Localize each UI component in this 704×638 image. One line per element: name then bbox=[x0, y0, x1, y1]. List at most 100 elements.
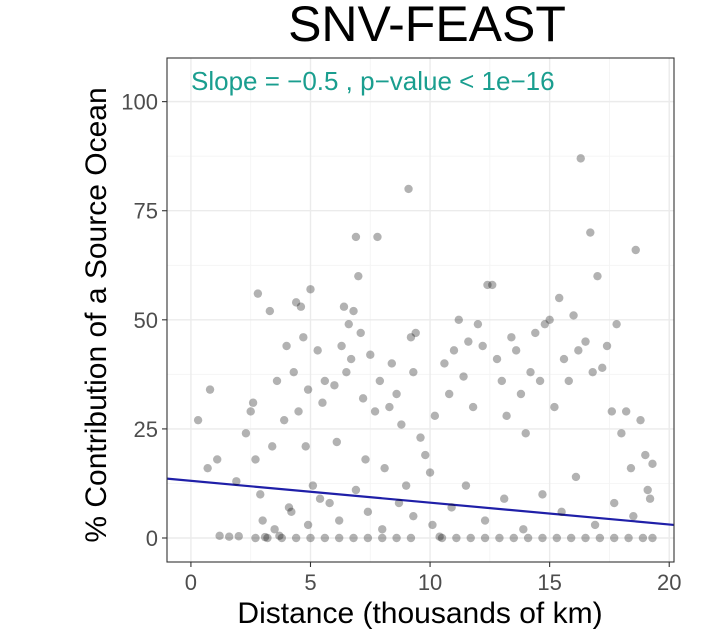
data-point bbox=[315, 494, 325, 503]
data-point bbox=[590, 520, 600, 530]
x-tick-label: 20 bbox=[657, 570, 681, 595]
data-point bbox=[511, 346, 521, 355]
data-point bbox=[320, 376, 330, 386]
data-point bbox=[344, 319, 353, 329]
plot-grid bbox=[167, 58, 674, 562]
data-point bbox=[318, 398, 327, 407]
data-point bbox=[378, 525, 387, 534]
data-point bbox=[643, 485, 652, 495]
data-point bbox=[205, 385, 215, 394]
data-point bbox=[256, 490, 265, 499]
data-point bbox=[602, 341, 612, 351]
x-tick-label: 5 bbox=[304, 570, 316, 595]
data-point bbox=[251, 533, 260, 543]
data-point bbox=[294, 407, 303, 416]
data-point bbox=[289, 367, 298, 377]
regression-line-layer bbox=[166, 477, 675, 527]
data-point bbox=[232, 477, 241, 486]
chart-title: SNV-FEAST bbox=[288, 0, 566, 52]
data-point bbox=[363, 507, 373, 517]
data-point bbox=[258, 516, 267, 525]
data-point bbox=[349, 306, 358, 316]
data-point bbox=[361, 455, 370, 464]
data-point bbox=[392, 389, 401, 399]
slope-annotation: Slope = −0.5 , p−value < 1e−16 bbox=[191, 66, 555, 96]
data-point bbox=[291, 298, 301, 307]
data-point bbox=[626, 463, 636, 473]
data-point bbox=[581, 337, 590, 346]
data-point bbox=[480, 533, 490, 543]
data-point bbox=[483, 280, 492, 290]
data-point bbox=[559, 354, 569, 364]
data-point bbox=[375, 376, 385, 386]
data-point bbox=[282, 341, 291, 351]
data-point bbox=[275, 531, 284, 541]
data-point bbox=[638, 533, 648, 543]
plot-panel bbox=[166, 57, 675, 563]
data-point bbox=[234, 532, 243, 541]
data-point bbox=[607, 407, 617, 416]
data-point bbox=[363, 533, 373, 543]
data-point bbox=[574, 346, 583, 355]
data-point bbox=[492, 354, 502, 364]
data-point bbox=[406, 533, 416, 543]
data-point bbox=[509, 533, 518, 543]
data-point bbox=[519, 525, 528, 534]
data-point bbox=[401, 481, 411, 490]
data-point bbox=[272, 376, 282, 386]
data-point bbox=[248, 398, 258, 407]
data-point bbox=[334, 516, 344, 525]
data-point bbox=[526, 367, 535, 377]
data-point bbox=[468, 402, 478, 412]
data-point bbox=[378, 533, 387, 543]
data-point bbox=[265, 306, 275, 316]
data-point bbox=[334, 533, 344, 543]
data-point bbox=[303, 385, 313, 394]
regression-line bbox=[166, 477, 675, 527]
data-point bbox=[624, 533, 633, 543]
data-point bbox=[507, 333, 516, 342]
data-point bbox=[358, 394, 368, 403]
data-point bbox=[464, 337, 473, 346]
data-point bbox=[370, 407, 380, 416]
data-point bbox=[566, 533, 576, 543]
data-point bbox=[385, 402, 394, 412]
data-point bbox=[521, 429, 530, 438]
data-point bbox=[394, 498, 404, 508]
data-point bbox=[366, 350, 375, 359]
data-point bbox=[531, 328, 540, 338]
data-point bbox=[425, 468, 435, 477]
x-tick-label: 10 bbox=[418, 570, 442, 595]
data-point bbox=[428, 520, 437, 530]
data-point bbox=[540, 319, 550, 329]
data-point bbox=[279, 415, 289, 425]
data-point bbox=[435, 532, 444, 541]
data-point bbox=[480, 516, 490, 525]
data-point bbox=[337, 341, 346, 351]
data-point bbox=[571, 472, 581, 482]
data-point bbox=[213, 455, 222, 464]
data-point bbox=[349, 533, 358, 543]
data-point bbox=[308, 481, 318, 490]
data-point bbox=[612, 319, 621, 329]
data-point bbox=[332, 437, 341, 447]
data-point bbox=[303, 520, 313, 530]
data-point bbox=[598, 363, 607, 373]
data-point bbox=[564, 376, 573, 386]
data-point bbox=[502, 411, 511, 421]
data-point bbox=[648, 533, 657, 543]
data-point bbox=[444, 389, 454, 399]
data-point bbox=[354, 271, 363, 281]
data-point bbox=[466, 533, 475, 543]
data-point bbox=[224, 532, 234, 541]
data-point bbox=[523, 533, 533, 543]
data-point bbox=[500, 494, 509, 503]
data-point bbox=[320, 533, 330, 543]
data-point bbox=[270, 525, 279, 534]
x-tick-label: 15 bbox=[537, 570, 561, 595]
data-point bbox=[557, 507, 566, 517]
data-point bbox=[268, 442, 277, 451]
data-point bbox=[253, 289, 263, 298]
data-point bbox=[535, 376, 545, 386]
data-point bbox=[440, 359, 449, 368]
